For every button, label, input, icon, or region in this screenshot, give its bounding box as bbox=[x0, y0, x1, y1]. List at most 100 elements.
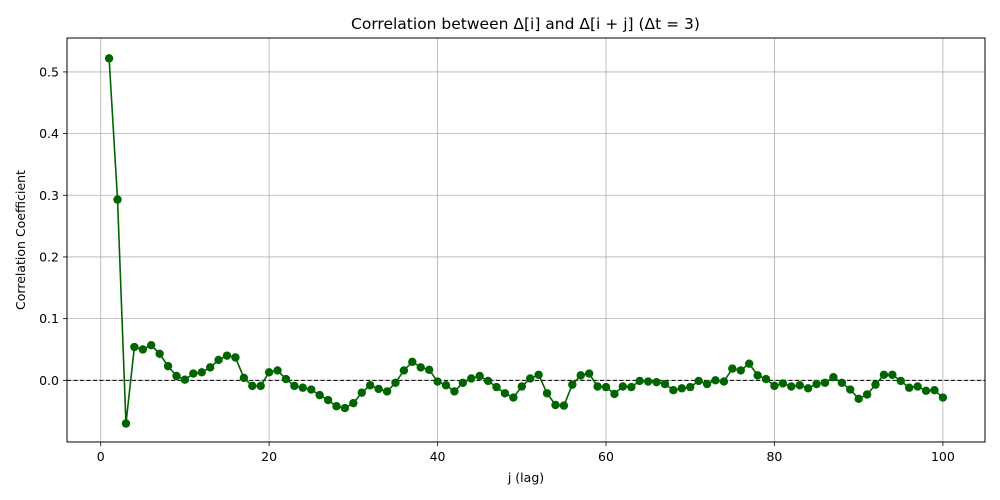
data-point bbox=[610, 389, 619, 399]
data-point bbox=[669, 385, 678, 395]
chart-title: Correlation between Δ[i] and Δ[i + j] (Δ… bbox=[351, 15, 700, 33]
data-point bbox=[871, 380, 880, 389]
data-point bbox=[803, 384, 813, 393]
data-point bbox=[130, 342, 139, 352]
data-point bbox=[483, 376, 493, 386]
data-point bbox=[643, 377, 653, 386]
data-point bbox=[290, 381, 299, 391]
data-point bbox=[601, 382, 611, 392]
data-point bbox=[837, 378, 847, 387]
data-point bbox=[365, 381, 375, 390]
data-point bbox=[264, 368, 274, 377]
data-point bbox=[197, 368, 206, 377]
data-point bbox=[711, 376, 720, 385]
data-point bbox=[382, 387, 392, 396]
y-axis-ticks: 0.0 0.1 0.2 0.3 0.4 0.5 bbox=[39, 64, 67, 388]
series-line bbox=[108, 58, 944, 424]
data-point bbox=[231, 353, 240, 362]
data-point bbox=[526, 374, 535, 383]
data-point bbox=[888, 370, 897, 379]
x-tick-label: 40 bbox=[430, 449, 446, 464]
data-point bbox=[340, 403, 350, 413]
data-point bbox=[913, 382, 922, 391]
data-point bbox=[677, 384, 687, 393]
data-point bbox=[534, 370, 543, 379]
data-point bbox=[812, 379, 821, 389]
data-point bbox=[770, 381, 779, 391]
data-point bbox=[719, 377, 729, 386]
data-point bbox=[542, 389, 552, 398]
data-point bbox=[829, 373, 838, 382]
data-point bbox=[248, 381, 257, 391]
x-axis-ticks: 0 20 40 60 80 100 bbox=[97, 442, 955, 464]
data-point bbox=[155, 349, 164, 358]
data-point bbox=[896, 376, 905, 386]
data-point bbox=[214, 355, 223, 365]
data-point bbox=[349, 398, 358, 408]
data-point bbox=[357, 388, 366, 397]
x-tick-label: 80 bbox=[766, 449, 782, 464]
data-point bbox=[846, 385, 855, 394]
data-point bbox=[433, 377, 442, 386]
data-point bbox=[694, 376, 703, 386]
data-point bbox=[551, 400, 560, 410]
data-point bbox=[492, 382, 501, 392]
data-point bbox=[568, 380, 577, 389]
data-point bbox=[921, 386, 931, 396]
data-point bbox=[104, 54, 114, 63]
plot-frame bbox=[66, 37, 986, 443]
data-point bbox=[879, 370, 889, 379]
data-point bbox=[778, 379, 788, 388]
data-point bbox=[576, 371, 585, 380]
data-point bbox=[593, 382, 602, 391]
data-point bbox=[475, 371, 484, 381]
data-point bbox=[163, 361, 173, 371]
series-group bbox=[104, 54, 948, 428]
data-point bbox=[189, 369, 198, 378]
data-point bbox=[408, 357, 417, 367]
data-point bbox=[323, 395, 333, 405]
data-point bbox=[239, 373, 249, 383]
data-point bbox=[744, 359, 754, 368]
data-point bbox=[205, 363, 215, 372]
data-point bbox=[450, 387, 459, 396]
data-point bbox=[930, 385, 939, 395]
data-point bbox=[635, 376, 644, 386]
data-point bbox=[736, 366, 745, 375]
y-tick-label: 0.2 bbox=[39, 249, 59, 264]
data-point bbox=[332, 402, 341, 411]
data-point bbox=[391, 378, 400, 387]
y-tick-label: 0.0 bbox=[39, 373, 59, 388]
data-point bbox=[467, 374, 476, 383]
x-tick-label: 100 bbox=[931, 449, 955, 464]
data-point bbox=[399, 366, 409, 375]
data-point bbox=[559, 401, 569, 410]
data-point bbox=[281, 374, 291, 384]
data-point bbox=[458, 378, 468, 387]
data-point bbox=[820, 378, 830, 387]
data-point bbox=[728, 364, 737, 373]
data-point bbox=[180, 375, 190, 384]
data-point bbox=[315, 390, 324, 400]
data-point bbox=[686, 382, 695, 392]
x-axis-label: j (lag) bbox=[507, 470, 544, 485]
data-point bbox=[147, 340, 156, 350]
data-point bbox=[121, 419, 131, 428]
data-point bbox=[307, 385, 316, 394]
data-point bbox=[753, 371, 762, 380]
y-tick-label: 0.4 bbox=[39, 126, 59, 141]
data-point bbox=[652, 377, 661, 387]
data-point bbox=[138, 345, 147, 354]
data-point bbox=[787, 382, 796, 391]
data-point bbox=[222, 351, 232, 360]
data-point bbox=[627, 382, 636, 392]
y-tick-label: 0.5 bbox=[39, 64, 59, 79]
y-tick-label: 0.1 bbox=[39, 311, 59, 326]
data-point bbox=[113, 195, 122, 204]
data-point bbox=[862, 390, 872, 399]
data-point bbox=[298, 383, 308, 392]
data-point bbox=[416, 363, 425, 372]
x-tick-label: 0 bbox=[97, 449, 105, 464]
